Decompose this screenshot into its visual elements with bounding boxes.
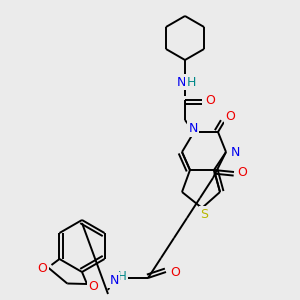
Text: O: O [170, 266, 180, 278]
Text: N: N [188, 122, 198, 136]
Text: N: N [230, 146, 240, 158]
Text: O: O [38, 262, 47, 275]
Text: O: O [205, 94, 215, 106]
Text: H: H [186, 76, 196, 88]
Text: O: O [88, 280, 98, 292]
Text: O: O [225, 110, 235, 122]
Text: O: O [237, 166, 247, 178]
Text: H: H [118, 269, 126, 283]
Text: N: N [176, 76, 186, 88]
Text: S: S [200, 208, 208, 220]
Text: N: N [109, 274, 119, 286]
